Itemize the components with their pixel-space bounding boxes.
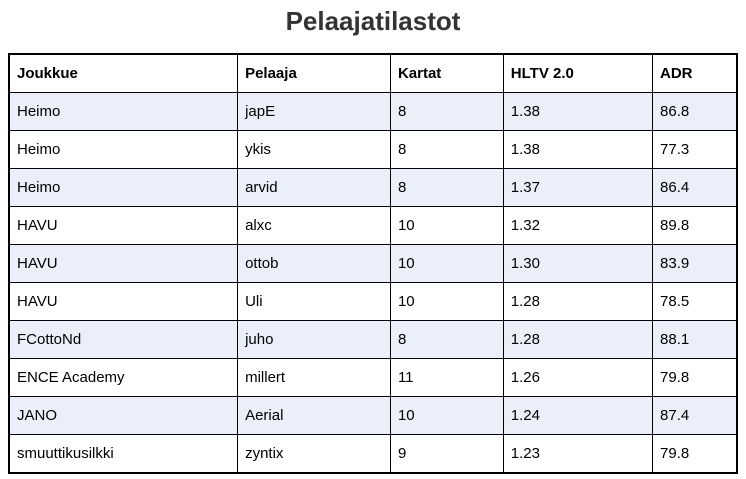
table-row: Heimo arvid 8 1.37 86.4 — [8, 168, 738, 207]
column-header-joukkue: Joukkue — [8, 53, 239, 93]
table-cell-pelaaja: Aerial — [237, 396, 391, 435]
table-row: HAVU alxc 10 1.32 89.8 — [8, 206, 738, 245]
header-row: Joukkue Pelaaja Kartat HLTV 2.0 ADR — [8, 53, 738, 93]
table-cell-adr: 89.8 — [652, 206, 738, 245]
table-cell-hltv: 1.23 — [502, 434, 654, 474]
table-cell-joukkue: Heimo — [8, 130, 239, 169]
table-cell-hltv: 1.24 — [502, 396, 654, 435]
table-row: FCottoNd juho 8 1.28 88.1 — [8, 320, 738, 359]
table-cell-pelaaja: japE — [237, 92, 391, 131]
table-cell-adr: 78.5 — [652, 282, 738, 321]
table-row: ENCE Academy millert 11 1.26 79.8 — [8, 358, 738, 397]
table-cell-adr: 86.8 — [652, 92, 738, 131]
table-cell-joukkue: HAVU — [8, 244, 239, 283]
table-row: Heimo ykis 8 1.38 77.3 — [8, 130, 738, 169]
table-cell-hltv: 1.28 — [502, 320, 654, 359]
table-cell-adr: 77.3 — [652, 130, 738, 169]
table-cell-pelaaja: zyntix — [237, 434, 391, 474]
table-cell-joukkue: ENCE Academy — [8, 358, 239, 397]
page-title: Pelaajatilastot — [285, 6, 461, 36]
table-cell-adr: 87.4 — [652, 396, 738, 435]
column-header-hltv: HLTV 2.0 — [502, 53, 654, 93]
table-row: JANO Aerial 10 1.24 87.4 — [8, 396, 738, 435]
column-header-kartat: Kartat — [389, 53, 504, 93]
table-cell-joukkue: Heimo — [8, 168, 239, 207]
table-cell-pelaaja: alxc — [237, 206, 391, 245]
table-cell-kartat: 9 — [389, 434, 504, 474]
table-cell-pelaaja: arvid — [237, 168, 391, 207]
table-cell-kartat: 8 — [389, 168, 504, 207]
table-cell-kartat: 10 — [389, 244, 504, 283]
table-cell-pelaaja: millert — [237, 358, 391, 397]
table-cell-pelaaja: ottob — [237, 244, 391, 283]
table-cell-joukkue: HAVU — [8, 282, 239, 321]
player-stats-table: Joukkue Pelaaja Kartat HLTV 2.0 ADR Heim… — [8, 53, 738, 474]
table-cell-hltv: 1.38 — [502, 130, 654, 169]
table-cell-hltv: 1.28 — [502, 282, 654, 321]
table-cell-pelaaja: juho — [237, 320, 391, 359]
table-row: smuuttikusilkki zyntix 9 1.23 79.8 — [8, 434, 738, 474]
column-header-pelaaja: Pelaaja — [237, 53, 391, 93]
table-cell-kartat: 8 — [389, 92, 504, 131]
table-cell-hltv: 1.32 — [502, 206, 654, 245]
column-header-adr: ADR — [652, 53, 738, 93]
table-body: Heimo japE 8 1.38 86.8 Heimo ykis 8 1.38 77.3 Heim… — [8, 92, 738, 474]
table-cell-adr: 86.4 — [652, 168, 738, 207]
table-row: HAVU ottob 10 1.30 83.9 — [8, 244, 738, 283]
table-cell-adr: 79.8 — [652, 358, 738, 397]
table-cell-kartat: 10 — [389, 282, 504, 321]
table-cell-joukkue: FCottoNd — [8, 320, 239, 359]
table-cell-hltv: 1.37 — [502, 168, 654, 207]
table-cell-joukkue: HAVU — [8, 206, 239, 245]
table-cell-hltv: 1.38 — [502, 92, 654, 131]
table-cell-adr: 88.1 — [652, 320, 738, 359]
table-cell-kartat: 11 — [389, 358, 504, 397]
table-row: Heimo japE 8 1.38 86.8 — [8, 92, 738, 131]
table-cell-kartat: 8 — [389, 320, 504, 359]
table-cell-pelaaja: ykis — [237, 130, 391, 169]
table-cell-adr: 83.9 — [652, 244, 738, 283]
table-cell-joukkue: smuuttikusilkki — [8, 434, 239, 474]
table-cell-joukkue: Heimo — [8, 92, 239, 131]
table-cell-kartat: 10 — [389, 206, 504, 245]
table-cell-kartat: 10 — [389, 396, 504, 435]
table-cell-adr: 79.8 — [652, 434, 738, 474]
table-cell-hltv: 1.26 — [502, 358, 654, 397]
table-cell-kartat: 8 — [389, 130, 504, 169]
table-row: HAVU Uli 10 1.28 78.5 — [8, 282, 738, 321]
table-cell-joukkue: JANO — [8, 396, 239, 435]
table-cell-pelaaja: Uli — [237, 282, 391, 321]
table-cell-hltv: 1.30 — [502, 244, 654, 283]
